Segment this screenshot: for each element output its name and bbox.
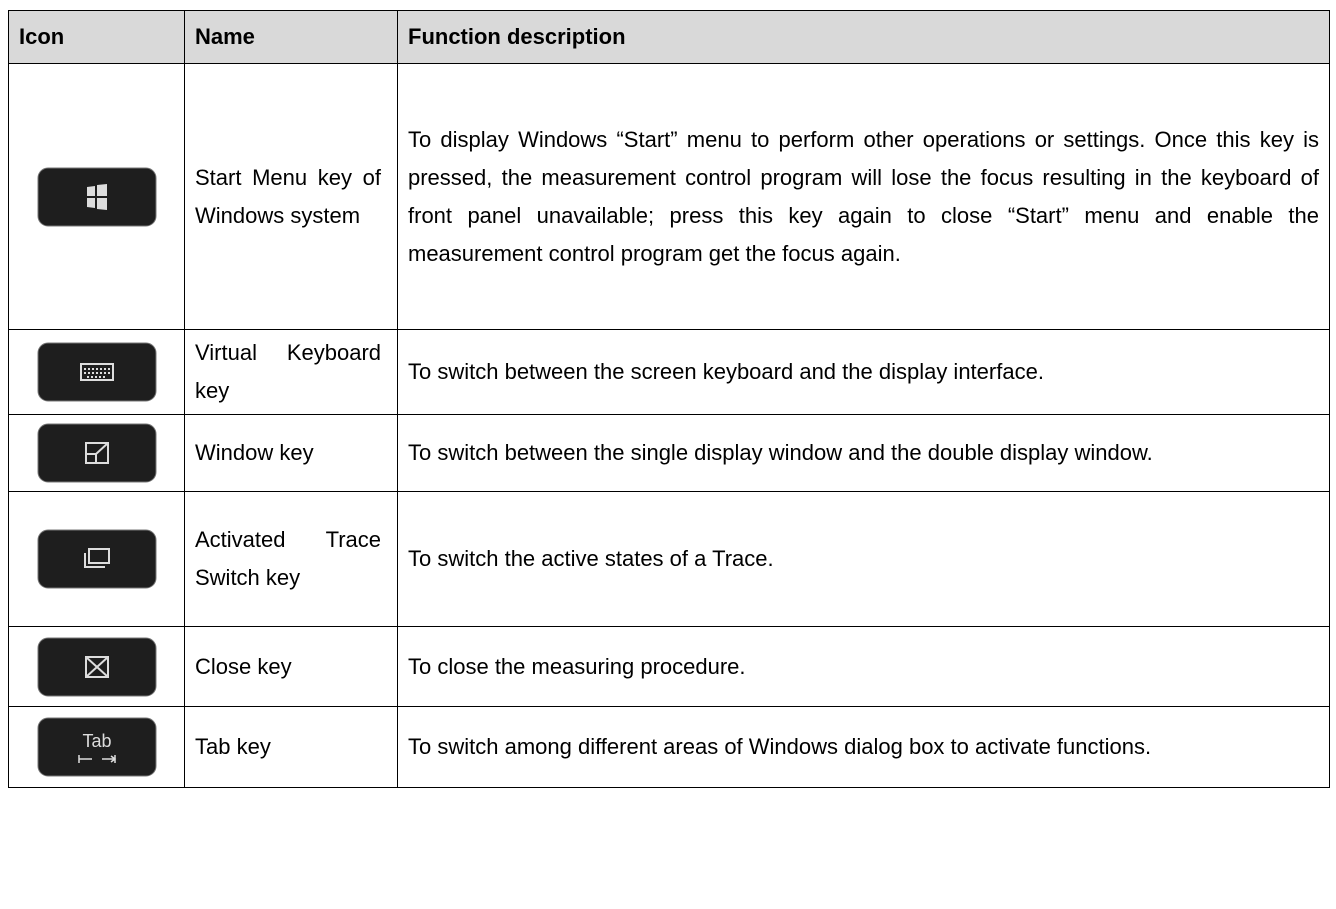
icon-cell xyxy=(8,329,185,415)
window-key-icon xyxy=(37,423,156,483)
name-cell: Virtual Keyboard key xyxy=(184,329,398,415)
header-cell: Icon xyxy=(8,10,185,64)
name-cell: Tab key xyxy=(184,706,398,788)
description-cell: To switch between the screen keyboard an… xyxy=(397,329,1330,415)
header-cell: Function description xyxy=(397,10,1330,64)
key-table: Icon Name Function description Start Men… xyxy=(8,10,1330,788)
trace-switch-key-icon xyxy=(37,529,156,589)
header-cell: Name xyxy=(184,10,398,64)
icon-cell xyxy=(8,626,185,707)
row: Window key To switch between the single … xyxy=(8,414,1330,492)
icon-cell xyxy=(8,414,185,492)
name-cell: Close key xyxy=(184,626,398,707)
description-cell: To switch among different areas of Windo… xyxy=(397,706,1330,788)
description-cell: To switch the active states of a Trace. xyxy=(397,491,1330,627)
name-cell: Activated Trace Switch key xyxy=(184,491,398,627)
row: Start Menu key of Windows system To disp… xyxy=(8,63,1330,330)
row: Activated Trace Switch key To switch the… xyxy=(8,491,1330,627)
icon-cell xyxy=(8,63,185,330)
description-cell: To switch between the single display win… xyxy=(397,414,1330,492)
icon-cell xyxy=(8,491,185,627)
name-cell: Window key xyxy=(184,414,398,492)
header-row: Icon Name Function description xyxy=(8,10,1330,64)
name-cell: Start Menu key of Windows system xyxy=(184,63,398,330)
description-cell: To display Windows “Start” menu to perfo… xyxy=(397,63,1330,330)
description-cell: To close the measuring procedure. xyxy=(397,626,1330,707)
icon-cell: Tab xyxy=(8,706,185,788)
windows-key-icon xyxy=(37,167,156,226)
row: Tab Tab key To switch among different ar… xyxy=(8,706,1330,788)
keyboard-key-icon xyxy=(37,342,156,402)
tab-key-icon: Tab xyxy=(37,717,156,777)
row: Close key To close the measuring procedu… xyxy=(8,626,1330,707)
close-key-icon xyxy=(37,637,156,696)
row: Virtual Keyboard key To switch between t… xyxy=(8,329,1330,415)
tab-key-label: Tab xyxy=(82,731,111,751)
